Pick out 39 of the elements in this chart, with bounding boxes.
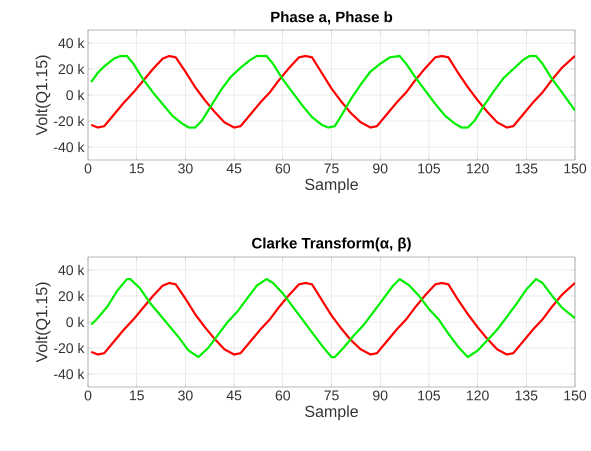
x-tick-label: 15 <box>130 390 144 400</box>
x-tick-label: 60 <box>276 390 290 400</box>
x-tick-label: 150 <box>564 164 586 174</box>
line-series <box>90 54 576 129</box>
x-tick-label: 105 <box>418 390 440 400</box>
x-tick-label: 0 <box>84 164 92 174</box>
x-tick-label: 135 <box>516 390 538 400</box>
x-tick-label: 135 <box>516 164 538 174</box>
x-axis-title: Sample <box>305 178 358 194</box>
x-tick-label: 75 <box>324 390 339 400</box>
y-tick-label: -20 k <box>54 342 84 354</box>
x-tick-label: 0 <box>84 390 92 400</box>
x-tick-label: 45 <box>226 164 242 174</box>
x-tick-label: 30 <box>178 390 193 400</box>
x-tick-label: 30 <box>178 164 193 174</box>
y-tick-label: 20 k <box>58 64 84 74</box>
y-tick-label: 40 k <box>58 264 84 276</box>
x-tick-label: 150 <box>564 390 586 400</box>
y-axis-title: Volt(Q1.15) <box>36 56 50 136</box>
y-tick-label: 0 k <box>66 316 84 328</box>
x-tick-label: 90 <box>373 390 388 400</box>
y-tick-label: 0 k <box>66 90 84 100</box>
x-tick-label: 120 <box>466 164 489 174</box>
x-tick-label: 90 <box>373 164 388 174</box>
chart-title: Clarke Transform(α, β) <box>252 237 411 252</box>
x-axis-title: Sample <box>305 405 358 420</box>
x-tick-label: 60 <box>276 164 290 174</box>
x-tick-label: 120 <box>466 390 489 400</box>
y-axis-title: Volt(Q1.15) <box>36 282 50 362</box>
y-tick-label: 40 k <box>58 38 84 48</box>
y-tick-label: -40 k <box>54 368 84 380</box>
y-tick-label: -20 k <box>54 116 84 126</box>
x-tick-label: 45 <box>226 390 242 400</box>
y-tick-label: 20 k <box>58 290 84 302</box>
x-tick-label: 105 <box>418 164 440 174</box>
x-tick-label: 15 <box>130 164 144 174</box>
y-tick-label: -40 k <box>54 142 84 152</box>
chart-title: Phase a, Phase b <box>271 11 392 24</box>
x-tick-label: 75 <box>324 164 339 174</box>
